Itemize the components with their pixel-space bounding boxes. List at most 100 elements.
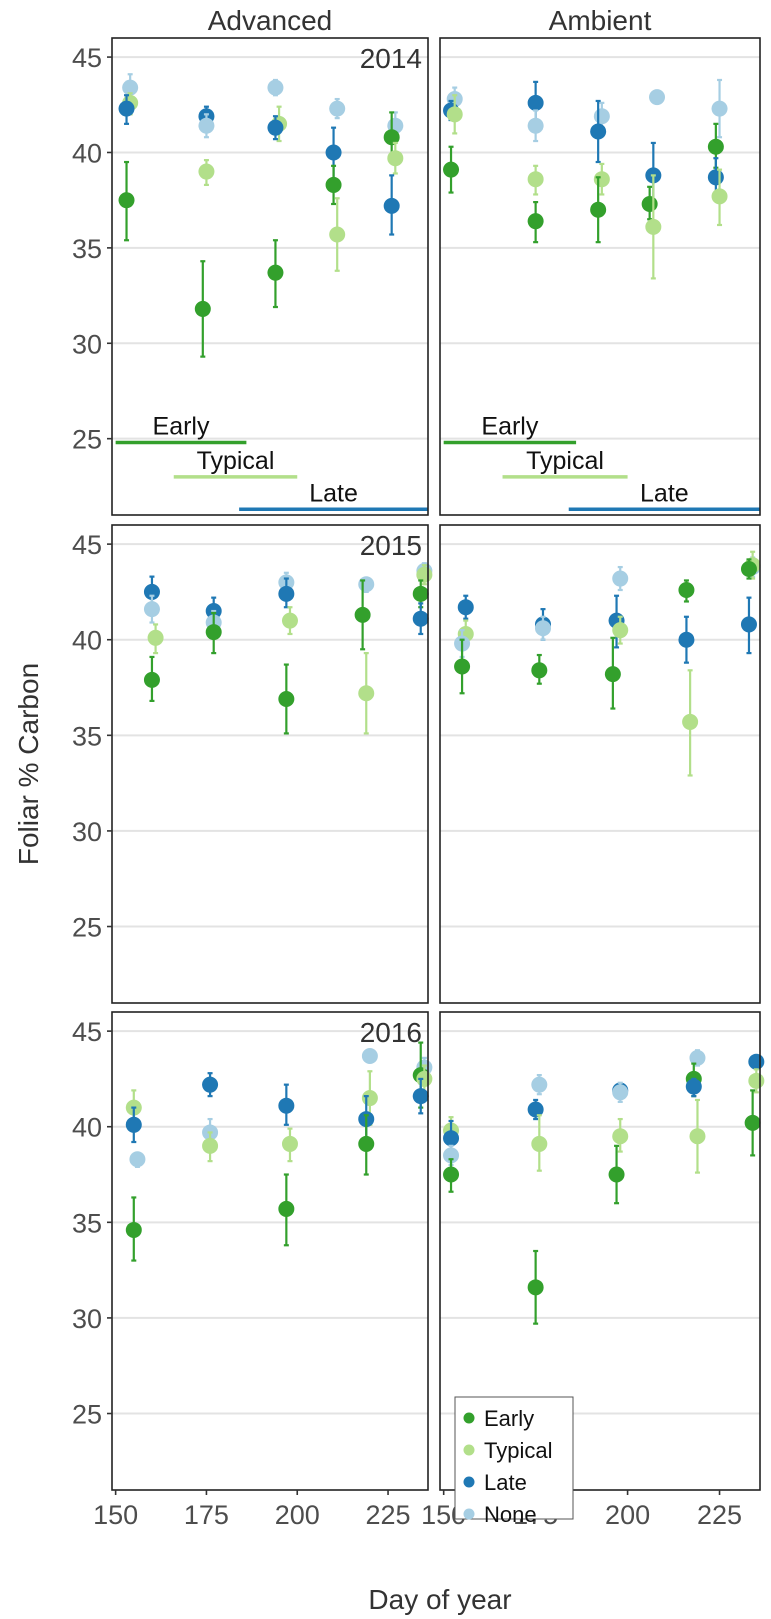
period-label-early: Early — [481, 412, 538, 440]
y-tick-label: 40 — [72, 626, 102, 656]
data-point-late — [412, 610, 429, 627]
legend-label-typical: Typical — [484, 1438, 552, 1463]
x-tick-label: 150 — [93, 1500, 138, 1530]
legend-swatch-typical — [463, 1444, 475, 1456]
data-point-typical — [748, 1072, 765, 1089]
data-point-typical — [202, 1137, 219, 1154]
data-point-early — [678, 582, 695, 599]
data-point-none — [649, 89, 666, 106]
x-tick-label: 175 — [184, 1500, 229, 1530]
data-point-late — [527, 1101, 544, 1118]
x-axis-title: Day of year — [368, 1584, 511, 1615]
legend-label-early: Early — [484, 1406, 534, 1431]
panel-frame-2015-advanced — [111, 524, 429, 1004]
data-point-none — [198, 117, 215, 134]
y-tick-label: 25 — [72, 913, 102, 943]
y-axis-title: Foliar % Carbon — [13, 663, 44, 865]
data-point-none — [531, 1076, 548, 1093]
data-point-typical — [711, 188, 728, 205]
data-point-late — [740, 616, 757, 633]
facet-title-ambient: Ambient — [549, 5, 652, 36]
data-point-typical — [531, 1135, 548, 1152]
y-tick-label: 40 — [72, 1113, 102, 1143]
period-label-late: Late — [309, 479, 358, 507]
data-point-early — [590, 201, 607, 218]
data-point-late — [202, 1076, 219, 1093]
y-tick-label: 45 — [72, 43, 102, 73]
y-tick-label: 30 — [72, 817, 102, 847]
year-label: 2015 — [360, 530, 422, 561]
data-point-none — [267, 79, 284, 96]
x-tick-label: 225 — [366, 1500, 411, 1530]
data-point-early — [443, 1166, 460, 1183]
x-tick-label: 225 — [697, 1500, 742, 1530]
legend-swatch-late — [463, 1476, 475, 1488]
data-point-late — [590, 123, 607, 140]
data-point-early — [325, 176, 342, 193]
data-point-early — [641, 195, 658, 212]
data-point-none — [122, 79, 139, 96]
data-point-late — [325, 144, 342, 161]
data-point-none — [358, 576, 375, 593]
data-point-late — [278, 585, 295, 602]
data-point-typical — [612, 622, 629, 639]
data-point-none — [527, 117, 544, 134]
legend-swatch-none — [463, 1508, 475, 1520]
data-point-early — [205, 624, 222, 641]
data-point-early — [358, 1135, 375, 1152]
y-tick-label: 35 — [72, 1208, 102, 1238]
y-tick-label: 30 — [72, 329, 102, 359]
y-tick-label: 35 — [72, 721, 102, 751]
period-label-early: Early — [153, 412, 210, 440]
x-tick-label: 200 — [275, 1500, 320, 1530]
y-tick-label: 35 — [72, 234, 102, 264]
data-point-early — [740, 560, 757, 577]
data-point-typical — [387, 150, 404, 167]
data-point-late — [527, 94, 544, 111]
year-label: 2016 — [360, 1017, 422, 1048]
data-point-early — [278, 690, 295, 707]
data-point-early — [707, 138, 724, 155]
data-point-none — [689, 1049, 706, 1066]
data-point-typical — [358, 685, 375, 702]
data-point-early — [354, 606, 371, 623]
data-point-early — [125, 1221, 142, 1238]
data-point-late — [748, 1053, 765, 1070]
data-point-typical — [527, 171, 544, 188]
data-point-late — [685, 1078, 702, 1095]
data-point-early — [527, 1279, 544, 1296]
period-label-typical: Typical — [197, 447, 275, 475]
data-point-early — [604, 666, 621, 683]
data-point-late — [443, 1130, 460, 1147]
data-point-typical — [593, 171, 610, 188]
year-label: 2014 — [360, 43, 422, 74]
panel-frame-2016-advanced — [111, 1011, 429, 1491]
data-point-late — [278, 1097, 295, 1114]
legend-label-late: Late — [484, 1470, 527, 1495]
y-tick-label: 30 — [72, 1304, 102, 1334]
panel-frame-2015-ambient — [439, 524, 761, 1004]
data-point-typical — [281, 612, 298, 629]
data-point-typical — [281, 1135, 298, 1152]
data-point-early — [118, 192, 135, 209]
panel-frame-2016-ambient — [439, 1011, 761, 1491]
legend-box — [454, 1396, 574, 1520]
y-tick-label: 45 — [72, 530, 102, 560]
y-tick-label: 25 — [72, 1400, 102, 1430]
x-tick-label: 200 — [605, 1500, 650, 1530]
data-point-none — [129, 1151, 146, 1168]
data-point-early — [454, 658, 471, 675]
legend-swatch-early — [463, 1412, 475, 1424]
data-point-late — [707, 169, 724, 186]
panel-frame-2014-ambient — [439, 37, 761, 516]
data-point-none — [612, 1084, 629, 1101]
data-point-late — [383, 197, 400, 214]
data-point-late — [125, 1116, 142, 1133]
data-point-none — [143, 601, 160, 618]
data-point-late — [412, 1088, 429, 1105]
y-tick-label: 40 — [72, 138, 102, 168]
y-tick-label: 25 — [72, 425, 102, 455]
data-point-early — [443, 161, 460, 178]
data-point-early — [531, 662, 548, 679]
